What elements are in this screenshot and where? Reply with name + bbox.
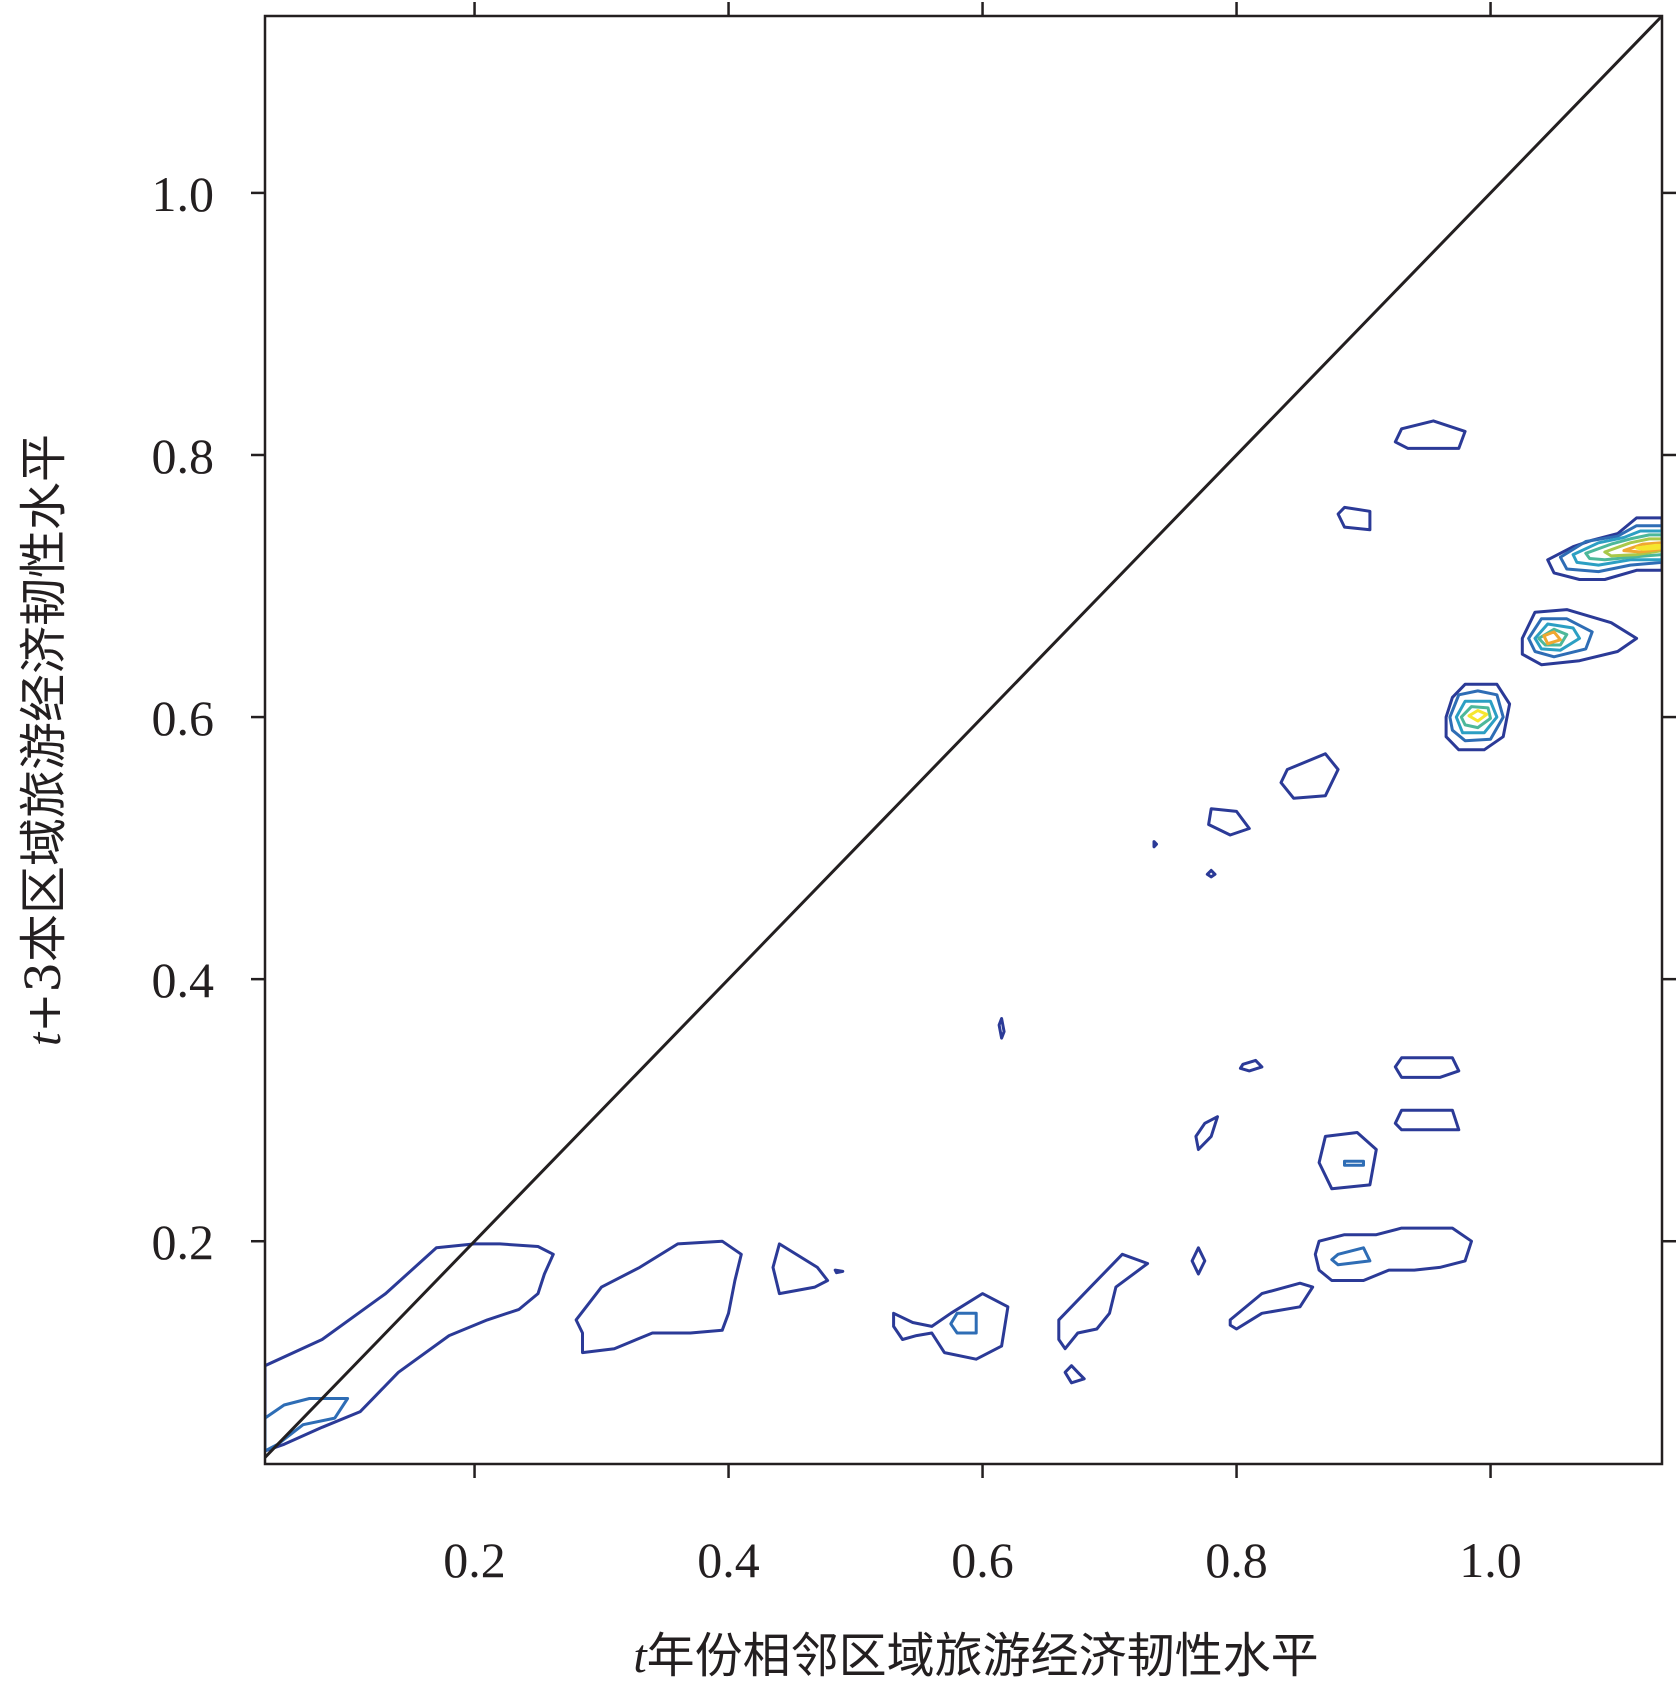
contour-level-1 — [1317, 1131, 1378, 1191]
contour-level-1 — [997, 1017, 1006, 1040]
contour-level-2 — [1343, 1159, 1365, 1167]
x-tick-label: 0.4 — [697, 1532, 760, 1588]
contour-level-2 — [949, 1311, 978, 1335]
contour-level-1 — [771, 1242, 830, 1296]
contour-level-3 — [1454, 699, 1499, 735]
contour-level-7 — [1635, 543, 1662, 551]
contour-level-4 — [1459, 705, 1492, 730]
x-tick-label: 0.6 — [951, 1532, 1014, 1588]
y-tick-label: 0.8 — [152, 428, 215, 484]
contour-level-1 — [1444, 682, 1512, 752]
y-tick-label: 0.6 — [152, 690, 215, 746]
contour-level-6 — [1542, 630, 1562, 646]
contour-level-3 — [1571, 529, 1662, 567]
contour-level-1 — [1228, 1281, 1315, 1331]
contour-level-4 — [1537, 627, 1569, 647]
contour-level-1 — [1205, 868, 1217, 879]
contour-level-1 — [833, 1268, 845, 1275]
contour-level-1 — [1336, 505, 1372, 532]
contour-level-1 — [1393, 419, 1467, 450]
y-tick-label: 0.4 — [152, 952, 215, 1008]
x-tick-label: 0.8 — [1205, 1532, 1268, 1588]
contour-level-1 — [574, 1239, 743, 1355]
y-axis-title: t+3本区域旅游经济韧性水平 — [16, 434, 72, 1046]
x-tick-label: 1.0 — [1459, 1532, 1522, 1588]
y-axis-title-prefix: t — [18, 1031, 71, 1046]
contour-level-1 — [1393, 1108, 1461, 1132]
contour-level-1 — [1279, 752, 1340, 800]
y-tick-label: 1.0 — [152, 166, 215, 222]
contour-level-1 — [1152, 840, 1158, 849]
contour-lines — [265, 419, 1662, 1453]
contour-level-2 — [1527, 617, 1594, 659]
y-axis: 0.2 0.4 0.6 0.8 1.0 — [152, 166, 1676, 1270]
contour-level-1 — [1393, 1056, 1461, 1079]
contour-level-2 — [1330, 1246, 1372, 1267]
contour-level-1 — [1063, 1364, 1086, 1385]
contour-level-4 — [1584, 533, 1662, 562]
contour-level-1 — [892, 1292, 1010, 1361]
contour-level-2 — [1448, 689, 1505, 743]
x-axis-title-prefix: t — [633, 1630, 648, 1683]
contour-level-1 — [1238, 1058, 1264, 1073]
x-tick-label: 0.2 — [443, 1532, 506, 1588]
contour-level-1 — [1520, 608, 1639, 667]
plot-frame — [263, 14, 1664, 1466]
y-axis-title-text: +3本区域旅游经济韧性水平 — [16, 434, 72, 1033]
x-axis: 0.2 0.4 0.6 0.8 1.0 — [443, 2, 1522, 1588]
contour-level-2 — [265, 1397, 350, 1453]
y-tick-label: 0.2 — [152, 1214, 215, 1270]
contour-level-1 — [1207, 807, 1251, 837]
contour-level-1 — [1190, 1246, 1207, 1276]
x-axis-title-text: 年份相邻区域旅游经济韧性水平 — [647, 1628, 1319, 1684]
contour-level-2 — [1558, 524, 1662, 574]
diagonal-reference-line — [263, 14, 1664, 1459]
contour-level-1 — [1057, 1252, 1150, 1351]
contour-level-5 — [1603, 537, 1662, 558]
contour-level-7 — [1467, 709, 1489, 723]
contour-level-1 — [1313, 1226, 1473, 1282]
contour-level-1 — [1194, 1115, 1219, 1151]
contour-level-3 — [1533, 622, 1581, 652]
contour-level-1 — [265, 1242, 555, 1453]
contour-level-6 — [1622, 541, 1662, 554]
x-axis-title: t年份相邻区域旅游经济韧性水平 — [633, 1628, 1318, 1684]
